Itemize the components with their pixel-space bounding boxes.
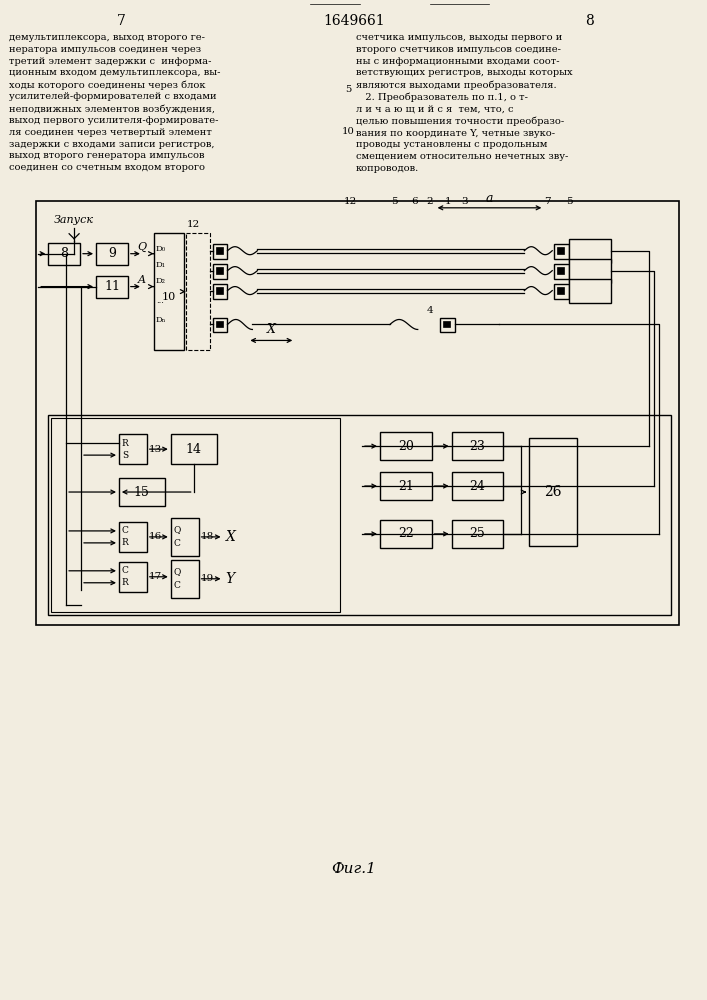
Text: 14: 14: [186, 443, 201, 456]
Text: 15: 15: [134, 486, 150, 499]
Text: 24: 24: [469, 480, 486, 493]
Text: C: C: [174, 539, 180, 548]
Text: 11: 11: [104, 280, 120, 293]
Bar: [48, 415, 671, 615]
Bar: [170, 560, 199, 598]
Text: 5: 5: [345, 85, 351, 94]
Bar: [452, 472, 503, 500]
Bar: [530, 438, 577, 546]
Bar: [569, 259, 611, 283]
Text: 3: 3: [461, 197, 468, 206]
Text: 21: 21: [398, 480, 414, 493]
Text: 23: 23: [469, 440, 486, 453]
Text: 22: 22: [398, 527, 414, 540]
Bar: [216, 267, 223, 274]
Bar: [452, 520, 503, 548]
Text: Фиг.1: Фиг.1: [332, 862, 376, 876]
Bar: [213, 264, 228, 279]
Bar: [170, 518, 199, 556]
Text: D₀: D₀: [156, 245, 166, 253]
Text: C: C: [122, 526, 129, 535]
Text: 7: 7: [117, 14, 125, 28]
Bar: [569, 279, 611, 303]
Bar: [557, 267, 564, 274]
Text: Q: Q: [137, 242, 146, 252]
Bar: [216, 287, 223, 294]
Text: 25: 25: [469, 527, 486, 540]
Text: 6: 6: [411, 197, 418, 206]
Bar: [440, 318, 455, 332]
Bar: [119, 434, 147, 464]
Text: 12: 12: [344, 197, 356, 206]
Text: счетчика импульсов, выходы первого и
второго счетчиков импульсов соедине-
ны с и: счетчика импульсов, выходы первого и вто…: [356, 33, 573, 173]
Bar: [51, 418, 340, 612]
Bar: [380, 520, 432, 548]
Text: Q: Q: [174, 567, 181, 576]
Bar: [96, 276, 128, 298]
Bar: [186, 233, 209, 350]
Text: X: X: [226, 530, 235, 544]
Text: A: A: [138, 275, 146, 285]
Bar: [213, 244, 228, 259]
Text: 13: 13: [148, 445, 162, 454]
Text: 19: 19: [201, 574, 214, 583]
Text: Q: Q: [174, 525, 181, 534]
Text: 4: 4: [426, 306, 433, 315]
Text: 17: 17: [148, 572, 162, 581]
Text: 26: 26: [544, 485, 562, 499]
Text: 8: 8: [60, 247, 68, 260]
Text: 9: 9: [108, 247, 116, 260]
Text: Запуск: Запуск: [54, 215, 94, 225]
Bar: [380, 432, 432, 460]
Text: S: S: [122, 451, 128, 460]
Text: 10: 10: [162, 292, 176, 302]
Bar: [554, 284, 569, 299]
Text: 1: 1: [444, 197, 451, 206]
Text: a: a: [486, 192, 493, 205]
Bar: [48, 243, 80, 265]
Text: 10: 10: [341, 127, 354, 136]
Bar: [119, 562, 147, 592]
Bar: [213, 284, 228, 299]
Bar: [557, 247, 564, 254]
Text: D₂: D₂: [156, 277, 165, 285]
Bar: [154, 233, 184, 350]
Bar: [119, 478, 165, 506]
Text: 12: 12: [187, 220, 200, 229]
Bar: [557, 287, 564, 294]
Text: C: C: [122, 566, 129, 575]
Text: Y: Y: [226, 572, 235, 586]
Text: 5: 5: [392, 197, 398, 206]
Bar: [569, 239, 611, 263]
Text: X: X: [267, 323, 276, 336]
Bar: [213, 318, 228, 332]
Text: R: R: [122, 538, 129, 547]
Bar: [443, 320, 450, 327]
Bar: [216, 320, 223, 327]
Bar: [170, 434, 216, 464]
Text: 5: 5: [566, 197, 573, 206]
Text: 7: 7: [544, 197, 551, 206]
Bar: [96, 243, 128, 265]
Text: R: R: [122, 439, 129, 448]
Text: Dₙ: Dₙ: [156, 316, 166, 324]
Text: 20: 20: [398, 440, 414, 453]
Text: 2: 2: [426, 197, 433, 206]
Bar: [36, 201, 679, 625]
Bar: [554, 264, 569, 279]
Text: R: R: [122, 578, 129, 587]
Text: C: C: [174, 581, 180, 590]
Bar: [452, 432, 503, 460]
Text: демультиплексора, выход второго ге-
нератора импульсов соединен через
третий эле: демультиплексора, выход второго ге- нера…: [9, 33, 221, 172]
Bar: [216, 247, 223, 254]
Text: 8: 8: [585, 14, 593, 28]
Text: ...: ...: [156, 297, 163, 305]
Text: 16: 16: [148, 532, 162, 541]
Bar: [380, 472, 432, 500]
Text: 18: 18: [201, 532, 214, 541]
Bar: [554, 244, 569, 259]
Text: D₁: D₁: [156, 261, 165, 269]
Text: 1649661: 1649661: [323, 14, 385, 28]
Bar: [119, 522, 147, 552]
